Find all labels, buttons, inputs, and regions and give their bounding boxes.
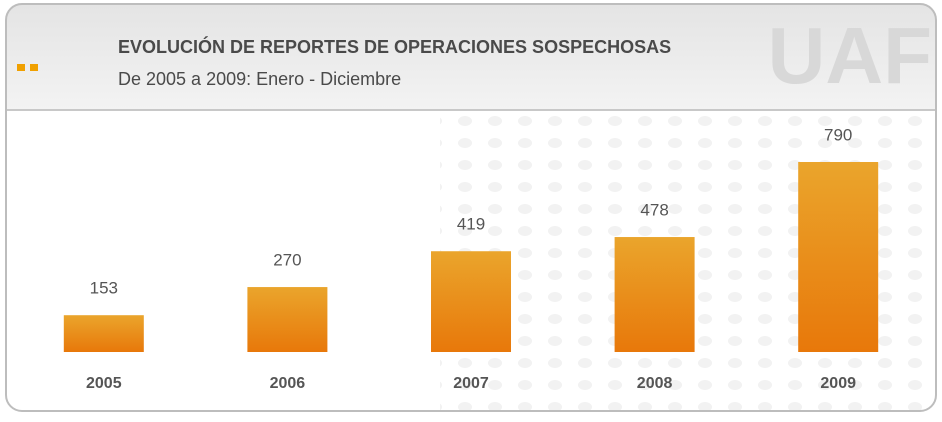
card-border [5, 3, 937, 412]
bullet [17, 64, 25, 71]
chart-title: EVOLUCIÓN DE REPORTES DE OPERACIONES SOS… [118, 36, 671, 57]
value-label: 270 [273, 251, 301, 270]
bar [63, 315, 144, 352]
value-label: 153 [90, 279, 118, 298]
bullet [30, 64, 38, 71]
bar [247, 287, 328, 352]
x-tick-label: 2005 [86, 375, 122, 392]
bar [614, 237, 695, 352]
bar [798, 162, 879, 352]
chart-subtitle: De 2005 a 2009: Enero - Diciembre [118, 69, 401, 89]
value-label: 478 [640, 201, 668, 220]
value-label: 419 [457, 215, 485, 234]
x-tick-label: 2006 [270, 375, 306, 392]
logo: UAF [768, 11, 932, 100]
header [6, 4, 936, 110]
x-tick-label: 2009 [820, 375, 856, 392]
x-tick-label: 2007 [453, 375, 489, 392]
bar [431, 251, 511, 352]
value-label: 790 [824, 125, 852, 144]
x-tick-label: 2008 [637, 375, 673, 392]
